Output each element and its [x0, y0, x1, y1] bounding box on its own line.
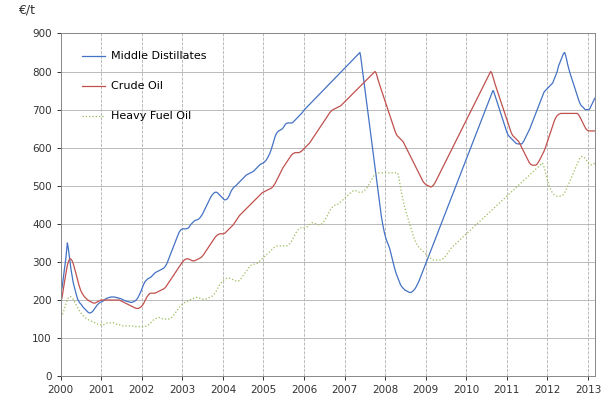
Crude Oil — [566, 111, 574, 116]
Heavy Fuel Oil — [532, 166, 540, 171]
Heavy Fuel Oil — [591, 161, 599, 166]
Middle Distillates — [86, 311, 93, 316]
Heavy Fuel Oil — [587, 162, 594, 167]
Crude Oil — [432, 180, 439, 185]
Heavy Fuel Oil — [380, 170, 387, 175]
Middle Distillates — [91, 306, 98, 311]
Crude Oil — [253, 196, 260, 201]
Heavy Fuel Oil — [57, 315, 64, 320]
Text: €/t: €/t — [18, 3, 35, 16]
Middle Distillates — [57, 290, 64, 295]
Line: Heavy Fuel Oil: Heavy Fuel Oil — [61, 156, 595, 327]
Middle Distillates — [211, 190, 219, 195]
Heavy Fuel Oil — [584, 159, 591, 164]
Crude Oil — [591, 128, 599, 133]
Middle Distillates — [272, 133, 279, 138]
Crude Oil — [306, 140, 313, 145]
Crude Oil — [179, 260, 186, 265]
Heavy Fuel Oil — [131, 324, 138, 329]
Legend: Middle Distillates, Crude Oil, Heavy Fuel Oil: Middle Distillates, Crude Oil, Heavy Fue… — [77, 46, 212, 127]
Middle Distillates — [356, 50, 364, 55]
Line: Crude Oil: Crude Oil — [61, 71, 595, 308]
Heavy Fuel Oil — [141, 324, 149, 329]
Middle Distillates — [143, 278, 150, 283]
Middle Distillates — [591, 96, 599, 101]
Heavy Fuel Oil — [322, 216, 330, 221]
Line: Middle Distillates: Middle Distillates — [61, 53, 595, 313]
Middle Distillates — [568, 74, 575, 79]
Middle Distillates — [278, 127, 285, 132]
Crude Oil — [132, 306, 140, 311]
Heavy Fuel Oil — [578, 154, 585, 159]
Crude Oil — [57, 299, 64, 304]
Crude Oil — [371, 69, 379, 74]
Crude Oil — [97, 298, 104, 303]
